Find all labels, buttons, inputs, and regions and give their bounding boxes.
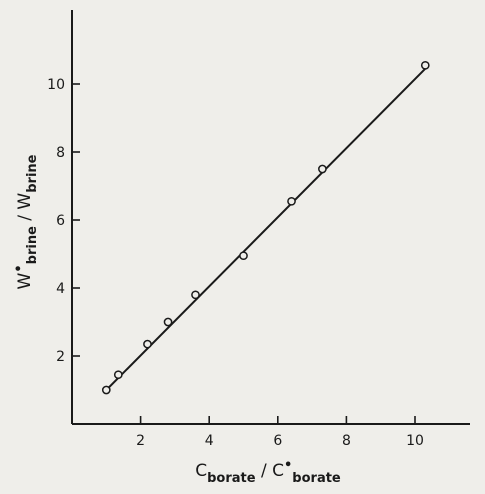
y-tick-label: 4 [56, 281, 65, 297]
fit-line-group [105, 67, 426, 391]
data-point [420, 60, 430, 70]
data-point [191, 290, 200, 300]
y-axis-label: W•brine / Wbrine [12, 154, 40, 289]
data-points [101, 60, 430, 395]
x-axis-label: Cborate / C•borate [195, 458, 341, 486]
y-tick-label: 8 [56, 145, 65, 161]
axes [71, 10, 470, 425]
data-point [113, 370, 123, 380]
x-label-main-2: C [272, 461, 284, 481]
x-tick-label: 2 [136, 433, 145, 449]
data-point [287, 196, 296, 206]
y-label-sub-2: brine [25, 154, 40, 192]
x-tick-label: 8 [342, 433, 351, 449]
x-label-sub-2: borate [292, 471, 341, 486]
data-point [101, 385, 111, 395]
data-point [163, 317, 173, 327]
y-tick-label: 10 [47, 77, 65, 93]
x-label-sup-2: • [284, 458, 292, 473]
x-label-main-1: C [195, 461, 207, 481]
fit-line [105, 67, 426, 391]
data-point [318, 164, 327, 174]
y-tick-label: 2 [56, 349, 65, 365]
data-point [239, 251, 248, 261]
x-label-sep: / [256, 461, 273, 481]
y-label-main-1: W [15, 272, 35, 289]
y-tick-label: 6 [56, 213, 65, 229]
x-label-sub-1: borate [207, 471, 256, 486]
y-label-sep: / [15, 210, 35, 227]
ticks: 2 4 6 8 10 2 4 6 8 10 [47, 77, 424, 449]
data-point [143, 339, 152, 349]
x-tick-label: 6 [273, 433, 282, 449]
x-tick-label: 4 [205, 433, 214, 449]
y-label-sup-1: • [12, 264, 27, 272]
x-tick-label: 10 [406, 433, 424, 449]
y-label-main-2: W [15, 193, 35, 210]
y-label-sub-1: brine [25, 226, 40, 264]
